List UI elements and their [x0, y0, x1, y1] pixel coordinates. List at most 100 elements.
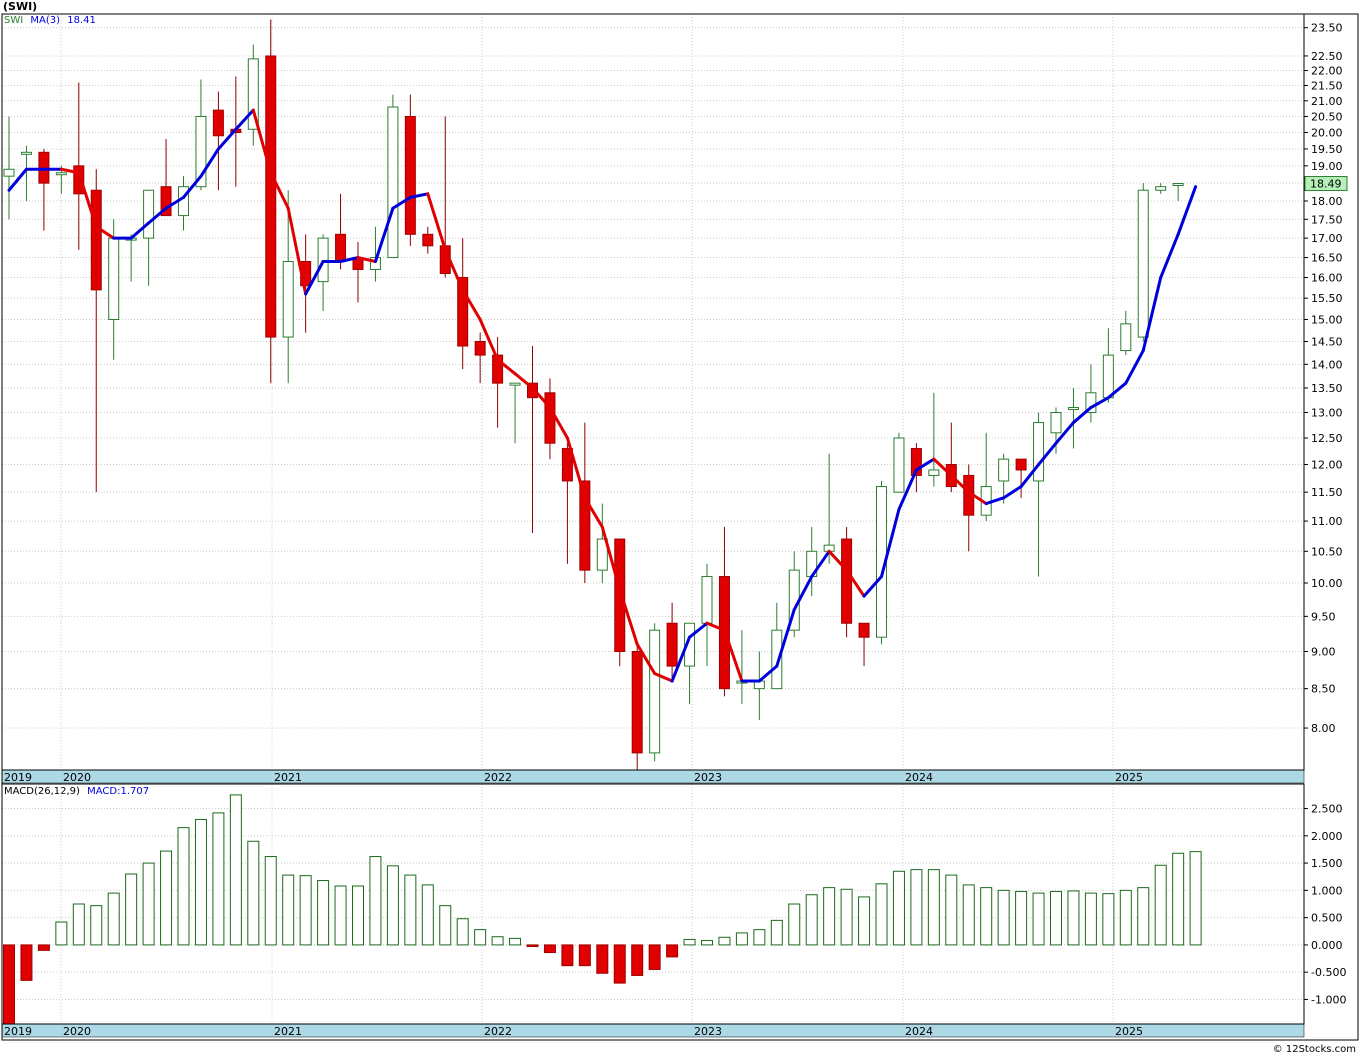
price-tick-label: 21.50: [1311, 79, 1343, 92]
price-tick-label: 18.00: [1311, 195, 1343, 208]
price-tick-label: 13.00: [1311, 406, 1343, 419]
ma3-segment: [216, 127, 238, 151]
price-tick-label: 9.00: [1311, 645, 1336, 658]
candle-body: [771, 629, 783, 690]
macd-bar: [701, 940, 713, 946]
x-tick-label: 2025: [1115, 771, 1143, 784]
ma3-segment: [635, 642, 657, 676]
price-tick-label: 17.50: [1311, 213, 1343, 226]
macd-legend: MACD(26,12,9) MACD:1.707: [4, 786, 149, 797]
candle-body: [387, 106, 399, 259]
ma3-segment: [827, 549, 849, 572]
price-tick-label: 13.50: [1311, 382, 1343, 395]
macd-bar: [247, 840, 260, 946]
ma3-segment: [234, 108, 255, 131]
candle-body: [893, 437, 905, 493]
candle-body: [1050, 411, 1062, 434]
candle-body: [317, 237, 329, 283]
ma3-segment: [443, 248, 465, 292]
macd-bar: [788, 903, 801, 946]
ma3-segment: [845, 568, 866, 598]
candle-body: [422, 233, 434, 247]
ma3-segment: [1159, 232, 1180, 280]
price-tick-label: 10.00: [1311, 577, 1343, 590]
price-tick-label: 12.50: [1311, 432, 1343, 445]
ma3-segment: [286, 206, 308, 296]
ma3-segment: [1002, 485, 1023, 500]
copyright: © 12Stocks.com: [1272, 1044, 1356, 1055]
macd-bar: [125, 873, 138, 946]
candle-body: [404, 115, 416, 235]
candle-body: [561, 447, 573, 482]
ma3-segment: [810, 549, 831, 579]
candle-body: [247, 58, 259, 130]
macd-bar: [910, 869, 923, 946]
macd-bar: [945, 874, 958, 946]
ma3-segment: [705, 621, 726, 632]
ma3-segment: [967, 490, 988, 506]
macd-bar: [561, 944, 574, 967]
price-tick-label: 16.00: [1311, 272, 1343, 285]
price-tick-label: 8.50: [1311, 683, 1336, 696]
x-axis-band: [1, 769, 1305, 784]
macd-bar: [753, 929, 766, 946]
ma3-segment: [757, 664, 779, 683]
price-tick-label: 15.50: [1311, 292, 1343, 305]
macd-bar: [142, 862, 155, 946]
ma3-segment: [775, 608, 796, 668]
macd-bar: [892, 870, 905, 946]
macd-bar: [474, 929, 487, 946]
price-tick-label: 19.50: [1311, 143, 1343, 156]
price-tick-label: 15.00: [1311, 313, 1343, 326]
macd-bar: [770, 919, 783, 946]
macd-bar: [72, 903, 85, 946]
ma3-segment: [199, 147, 220, 178]
ma3-segment: [862, 575, 883, 598]
price-tick-label: 16.50: [1311, 252, 1343, 265]
ma3-segment: [600, 525, 622, 592]
legend-symbol: SWI: [4, 15, 24, 26]
x-tick-label: 2024: [905, 771, 933, 784]
candle-body: [544, 392, 556, 444]
macd-bar: [282, 874, 295, 946]
ma3-segment: [583, 496, 604, 529]
ma3-segment: [531, 386, 552, 410]
macd-bar: [683, 938, 696, 946]
ma3-segment: [653, 672, 674, 683]
ma3-segment: [1019, 463, 1041, 489]
candle-body: [212, 109, 224, 137]
chart-title: (SWI): [3, 0, 38, 13]
macd-x-axis: 2019 2020 2021 2022 2023 2024 2025: [1, 1023, 1305, 1038]
macd-bar: [1154, 864, 1167, 946]
candle-body: [509, 382, 521, 386]
candle-body: [666, 622, 678, 667]
price-tick-label: 22.00: [1311, 65, 1343, 78]
ma3-segment: [670, 635, 692, 683]
ma3-segment: [339, 256, 360, 263]
macd-tick-label: -0.500: [1311, 966, 1346, 979]
outer-frame: [1, 13, 1359, 1041]
ma3-segment: [426, 192, 447, 252]
macd-bar: [456, 918, 469, 946]
macd-bar: [194, 818, 207, 946]
x-tick-label: 2019: [4, 1025, 32, 1038]
candle-body: [474, 341, 486, 356]
candle-body: [841, 538, 853, 624]
x-tick-label: 2023: [694, 771, 722, 784]
macd-bar: [543, 944, 556, 954]
macd-legend-label: MACD(26,12,9): [4, 786, 80, 797]
macd-bar: [1189, 851, 1202, 946]
macd-bar: [927, 869, 940, 946]
candle-body: [38, 151, 50, 184]
ma3-segment: [949, 473, 971, 494]
macd-bar: [840, 888, 853, 946]
macd-bar: [526, 944, 539, 948]
candle-body: [998, 458, 1010, 482]
ma3-segment: [1037, 441, 1058, 467]
candle-body: [649, 629, 661, 754]
candle-body: [910, 447, 922, 476]
ma3-segment: [129, 221, 151, 240]
candle-body: [1015, 458, 1027, 471]
macd-bar: [421, 884, 434, 946]
macd-bar: [37, 944, 50, 951]
